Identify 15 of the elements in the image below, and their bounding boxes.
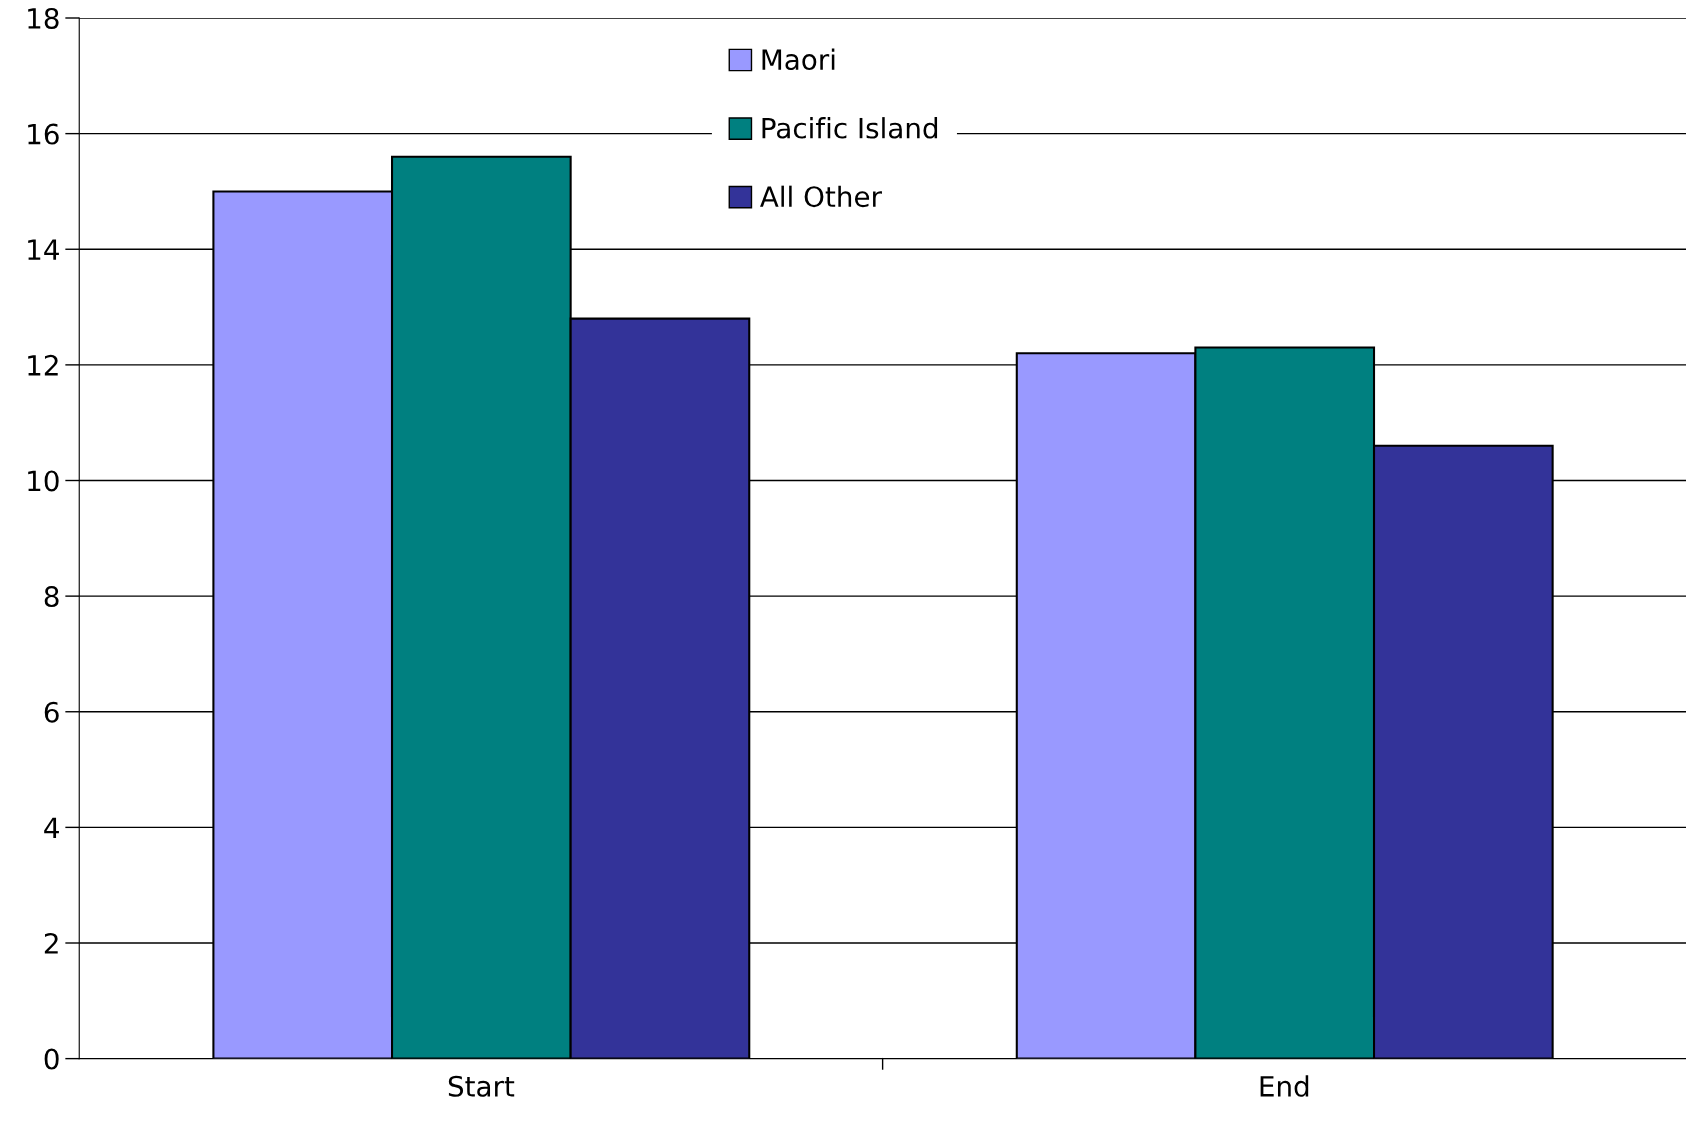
legend-label: Maori (762, 48, 835, 71)
y-tick-label: 4 (44, 817, 59, 838)
x-tick-label: Start (448, 1075, 515, 1097)
x-tick-label: End (1260, 1075, 1309, 1097)
y-tick-label: 14 (28, 239, 59, 260)
y-tick-label: 16 (28, 123, 59, 145)
y-tick-label: 2 (44, 932, 58, 954)
y-tick-label: 8 (44, 586, 59, 608)
y-tick-label: 18 (28, 7, 59, 29)
y-tick-label: 12 (28, 354, 58, 376)
y-tick-label: 10 (28, 470, 59, 492)
legend-label: Pacific Island (762, 117, 938, 139)
y-tick-label: 6 (44, 701, 59, 723)
legend-label: All Other (760, 185, 882, 208)
y-tick-label: 0 (44, 1048, 59, 1070)
